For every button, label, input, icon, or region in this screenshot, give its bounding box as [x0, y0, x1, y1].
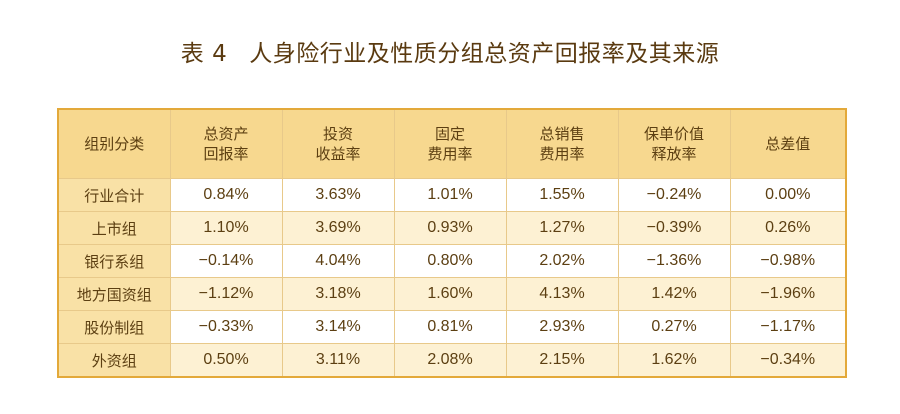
row-label: 股份制组	[57, 310, 171, 344]
cell-policy-value-release-ratio: 1.42%	[617, 277, 731, 311]
cell-total-asset-return: 1.10%	[169, 211, 283, 245]
cell-total-asset-return: −1.12%	[169, 277, 283, 311]
cell-fixed-expense-ratio: 1.01%	[393, 178, 507, 212]
table-row: 股份制组 −0.33% 3.14% 0.81% 2.93% 0.27% −1.17%	[57, 310, 847, 344]
row-label: 银行系组	[57, 244, 171, 278]
table-row: 地方国资组 −1.12% 3.18% 1.60% 4.13% 1.42% −1.96%	[57, 277, 847, 311]
cell-fixed-expense-ratio: 0.81%	[393, 310, 507, 344]
header-fixed-expense-ratio: 固定 费用率	[393, 108, 507, 179]
row-label: 外资组	[57, 343, 171, 378]
cell-policy-value-release-ratio: −0.39%	[617, 211, 731, 245]
table-row: 行业合计 0.84% 3.63% 1.01% 1.55% −0.24% 0.00%	[57, 178, 847, 212]
data-table: 组别分类 总资产 回报率 投资 收益率 固定 费用率 总销售 费用率 保单价值 …	[57, 108, 847, 378]
table-row: 外资组 0.50% 3.11% 2.08% 2.15% 1.62% −0.34%	[57, 343, 847, 378]
table-row: 银行系组 −0.14% 4.04% 0.80% 2.02% −1.36% −0.98%	[57, 244, 847, 278]
cell-total-sales-expense-ratio: 2.93%	[505, 310, 619, 344]
header-total-difference: 总差值	[729, 108, 847, 179]
cell-total-sales-expense-ratio: 1.27%	[505, 211, 619, 245]
header-row: 组别分类 总资产 回报率 投资 收益率 固定 费用率 总销售 费用率 保单价值 …	[57, 108, 847, 179]
table-number: 表 4	[180, 41, 228, 67]
table-title: 表 4 人身险行业及性质分组总资产回报率及其来源	[0, 34, 900, 68]
cell-investment-yield: 3.18%	[281, 277, 395, 311]
table-row: 上市组 1.10% 3.69% 0.93% 1.27% −0.39% 0.26%	[57, 211, 847, 245]
header-total-asset-return: 总资产 回报率	[169, 108, 283, 179]
cell-policy-value-release-ratio: −0.24%	[617, 178, 731, 212]
header-policy-value-release-ratio: 保单价值 释放率	[617, 108, 731, 179]
cell-investment-yield: 3.63%	[281, 178, 395, 212]
cell-investment-yield: 3.14%	[281, 310, 395, 344]
cell-fixed-expense-ratio: 1.60%	[393, 277, 507, 311]
row-label: 上市组	[57, 211, 171, 245]
header-investment-yield: 投资 收益率	[281, 108, 395, 179]
cell-fixed-expense-ratio: 0.93%	[393, 211, 507, 245]
cell-total-difference: −0.34%	[729, 343, 847, 378]
cell-policy-value-release-ratio: 1.62%	[617, 343, 731, 378]
cell-total-asset-return: −0.33%	[169, 310, 283, 344]
cell-fixed-expense-ratio: 2.08%	[393, 343, 507, 378]
row-label: 行业合计	[57, 178, 171, 212]
cell-policy-value-release-ratio: 0.27%	[617, 310, 731, 344]
row-label: 地方国资组	[57, 277, 171, 311]
cell-fixed-expense-ratio: 0.80%	[393, 244, 507, 278]
cell-total-asset-return: −0.14%	[169, 244, 283, 278]
cell-policy-value-release-ratio: −1.36%	[617, 244, 731, 278]
cell-total-difference: 0.26%	[729, 211, 847, 245]
cell-total-sales-expense-ratio: 2.15%	[505, 343, 619, 378]
table-body: 行业合计 0.84% 3.63% 1.01% 1.55% −0.24% 0.00% 上市组 1.…	[57, 178, 847, 378]
cell-total-asset-return: 0.50%	[169, 343, 283, 378]
cell-total-sales-expense-ratio: 1.55%	[505, 178, 619, 212]
cell-total-difference: −1.96%	[729, 277, 847, 311]
cell-total-difference: 0.00%	[729, 178, 847, 212]
cell-total-difference: −0.98%	[729, 244, 847, 278]
cell-total-sales-expense-ratio: 4.13%	[505, 277, 619, 311]
cell-total-sales-expense-ratio: 2.02%	[505, 244, 619, 278]
cell-investment-yield: 4.04%	[281, 244, 395, 278]
cell-total-asset-return: 0.84%	[169, 178, 283, 212]
header-category: 组别分类	[57, 108, 171, 179]
table-title-text: 人身险行业及性质分组总资产回报率及其来源	[249, 41, 720, 67]
header-total-sales-expense-ratio: 总销售 费用率	[505, 108, 619, 179]
cell-total-difference: −1.17%	[729, 310, 847, 344]
cell-investment-yield: 3.11%	[281, 343, 395, 378]
cell-investment-yield: 3.69%	[281, 211, 395, 245]
